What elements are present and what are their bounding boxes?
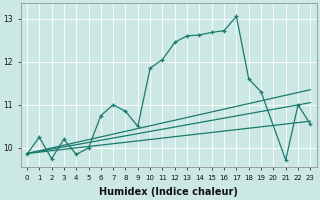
X-axis label: Humidex (Indice chaleur): Humidex (Indice chaleur) <box>99 187 238 197</box>
